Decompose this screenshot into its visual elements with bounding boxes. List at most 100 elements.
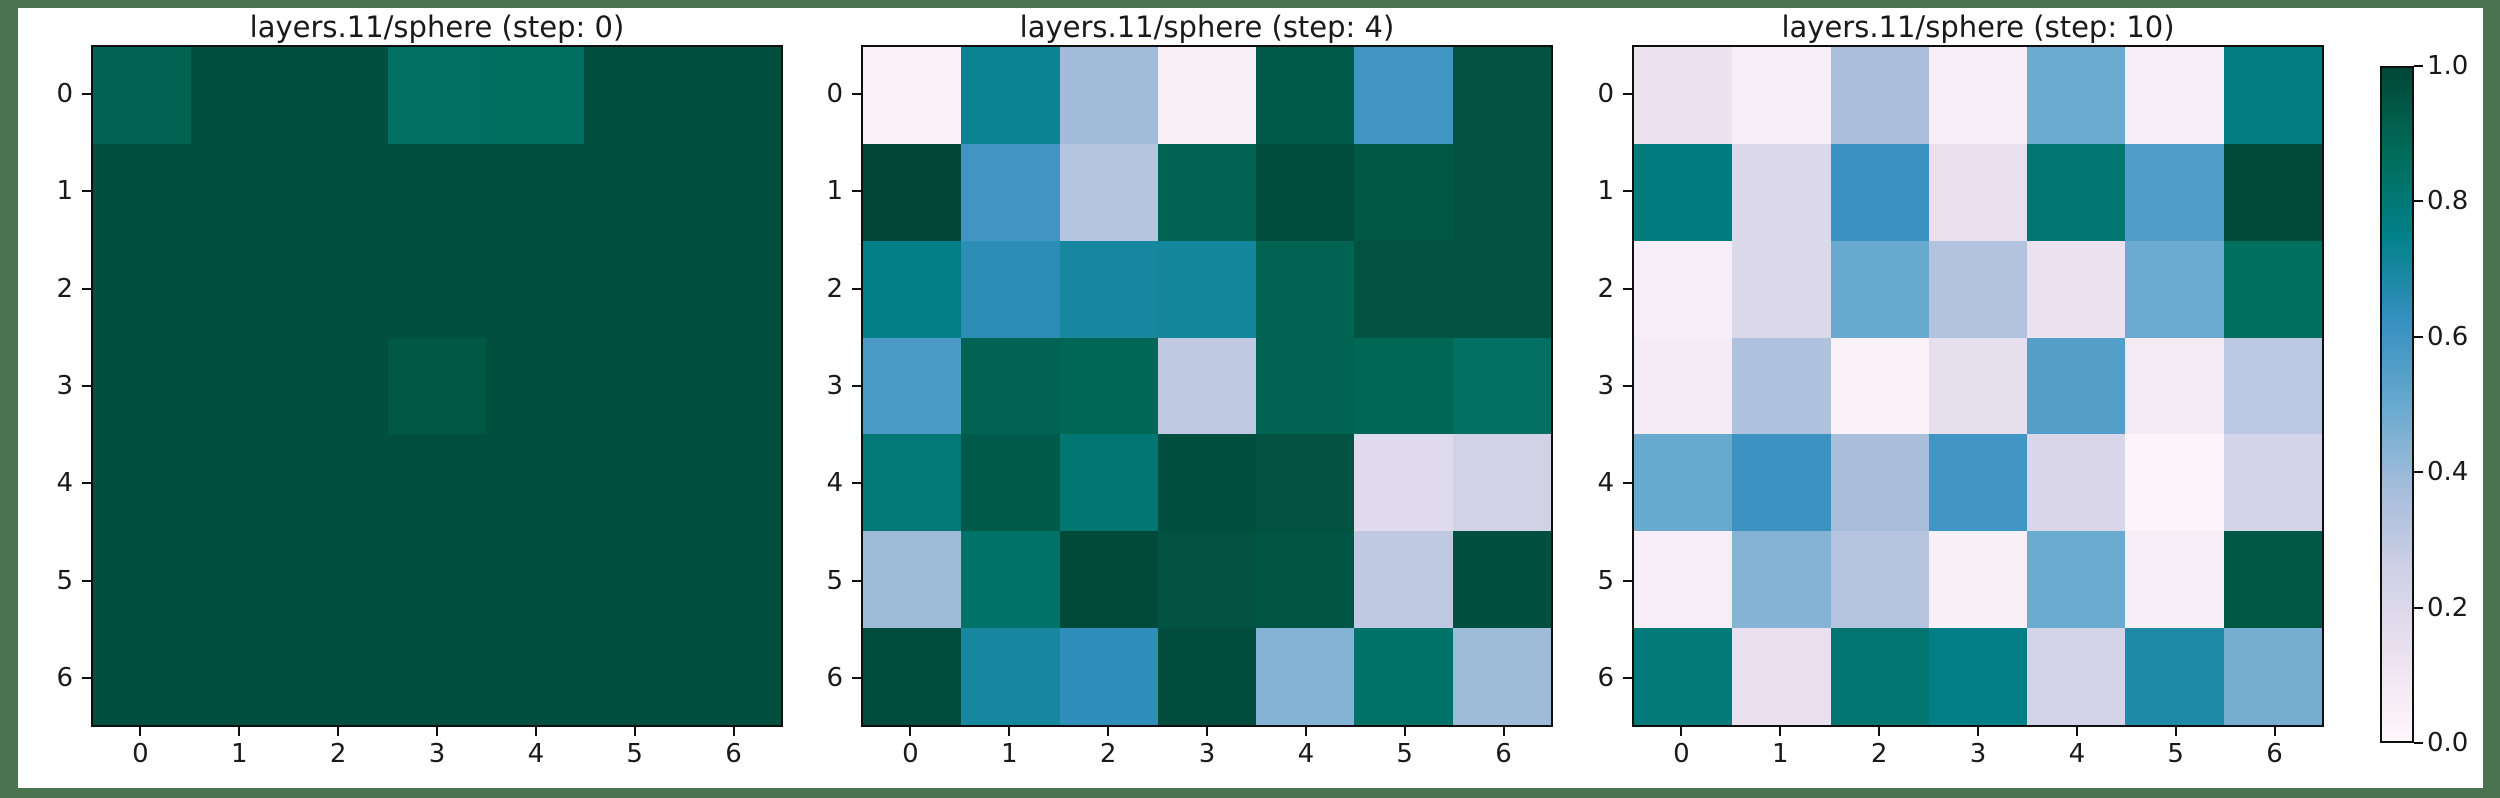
heatmap-cell [1157, 47, 1257, 144]
heatmap-cell [584, 240, 683, 338]
heatmap-cell [2027, 240, 2126, 338]
heatmap-cell [2125, 143, 2224, 241]
y-tick-mark [82, 677, 91, 680]
heatmap-cell [1830, 531, 1929, 629]
x-tick-mark [1502, 727, 1505, 736]
heatmap-cell [2027, 47, 2126, 144]
heatmap-cell [387, 337, 487, 435]
y-tick-mark [1623, 190, 1632, 193]
heatmap-panel-step-0: layers.11/sphere (step: 0) 0 1 2 3 4 5 6 0 1 2 3 4 5… [56, 8, 783, 788]
y-tick-label: 5 [56, 565, 73, 596]
heatmap-cell [1634, 47, 1733, 144]
heatmap-cell [1452, 628, 1551, 725]
x-tick-label: 3 [1198, 739, 1216, 769]
heatmap-cell [1928, 531, 2028, 629]
heatmap-cell [1452, 434, 1551, 532]
figure-canvas: layers.11/sphere (step: 0) 0 1 2 3 4 5 6 0 1 2 3 4 5… [18, 8, 2483, 788]
heatmap-cell [2027, 628, 2126, 725]
y-tick-mark [82, 287, 91, 290]
x-tick-mark [2174, 727, 2177, 736]
heatmap-cell [289, 337, 388, 435]
x-tick-label: 1 [1772, 739, 1789, 769]
heatmap-cell [2223, 143, 2322, 241]
heatmap-cell [1157, 337, 1257, 435]
heatmap-cell [584, 531, 683, 629]
x-tick-label: 4 [527, 739, 545, 769]
y-tick-label: 1 [826, 176, 843, 207]
heatmap-cell [1928, 434, 2028, 532]
heatmap-cell [1059, 337, 1158, 435]
heatmap-cell [2125, 337, 2224, 435]
colorbar-tick-mark [2414, 606, 2423, 609]
colorbar-tick-label: 0.0 [2427, 728, 2469, 758]
y-tick-mark [1623, 579, 1632, 582]
heatmap-cell [191, 143, 290, 241]
heatmap-cell [1256, 628, 1355, 725]
y-tick-mark [1623, 677, 1632, 680]
heatmap-cell [2125, 47, 2224, 144]
heatmap-cell [1830, 47, 1929, 144]
heatmap-cell [863, 531, 962, 629]
heatmap-cell [289, 531, 388, 629]
heatmap-cell [1634, 143, 1733, 241]
heatmap-axes-step-10 [1632, 45, 2324, 727]
x-tick-label: 5 [2167, 739, 2184, 769]
heatmap-cell [863, 628, 962, 725]
heatmap-cell [1452, 531, 1551, 629]
y-tick-mark [852, 677, 861, 680]
x-tick-mark [139, 727, 142, 736]
heatmap-cell [584, 143, 683, 241]
heatmap-cells-step-4 [863, 47, 1551, 725]
heatmap-cell [387, 240, 487, 338]
heatmap-cell [863, 143, 962, 241]
heatmap-cell [584, 628, 683, 725]
panel-title-step-0: layers.11/sphere (step: 0) [249, 10, 625, 44]
heatmap-cell [289, 628, 388, 725]
colorbar-tick-mark [2414, 742, 2423, 744]
heatmap-cell [191, 434, 290, 532]
heatmap-cell [961, 337, 1060, 435]
heatmap-cell [387, 143, 487, 241]
heatmap-cell [1732, 531, 1831, 629]
heatmap-cell [387, 434, 487, 532]
heatmap-cell [289, 240, 388, 338]
x-tick-mark [633, 727, 636, 736]
y-tick-label: 1 [56, 176, 73, 207]
y-tick-mark [82, 482, 91, 485]
heatmap-cell [1256, 47, 1355, 144]
y-tick-label: 2 [1597, 273, 1614, 304]
colorbar-tick-mark [2414, 65, 2423, 67]
heatmap-cell [2223, 47, 2322, 144]
heatmap-cell [1634, 337, 1733, 435]
y-tick-label: 2 [826, 273, 843, 304]
heatmap-cell [1830, 434, 1929, 532]
y-tick-mark [852, 190, 861, 193]
x-tick-mark [1779, 727, 1782, 736]
heatmap-cell [1732, 628, 1831, 725]
heatmap-cell [486, 531, 585, 629]
colorbar-tick-label: 1.0 [2427, 51, 2469, 81]
heatmap-cell [682, 628, 781, 725]
heatmap-axes-step-4 [861, 45, 1553, 727]
x-tick-label: 3 [428, 739, 446, 769]
heatmap-cell [486, 628, 585, 725]
heatmap-cell [1452, 337, 1551, 435]
heatmap-cell [1256, 531, 1355, 629]
heatmap-cell [1452, 143, 1551, 241]
heatmap-cell [1256, 337, 1355, 435]
colorbar-tick-mark [2414, 335, 2423, 338]
y-tick-mark [852, 579, 861, 582]
colorbar-tick-label: 0.6 [2427, 321, 2469, 352]
heatmap-cell [584, 337, 683, 435]
heatmap-cell [1256, 240, 1355, 338]
x-tick-mark [1304, 727, 1307, 736]
heatmap-cell [2223, 531, 2322, 629]
x-tick-label: 3 [1969, 739, 1987, 769]
x-tick-mark [1403, 727, 1406, 736]
heatmap-cell [1354, 143, 1453, 241]
heatmap-cell [682, 143, 781, 241]
heatmap-cell [961, 531, 1060, 629]
heatmap-cell [1928, 240, 2028, 338]
heatmap-cell [2223, 628, 2322, 725]
heatmap-cell [682, 337, 781, 435]
